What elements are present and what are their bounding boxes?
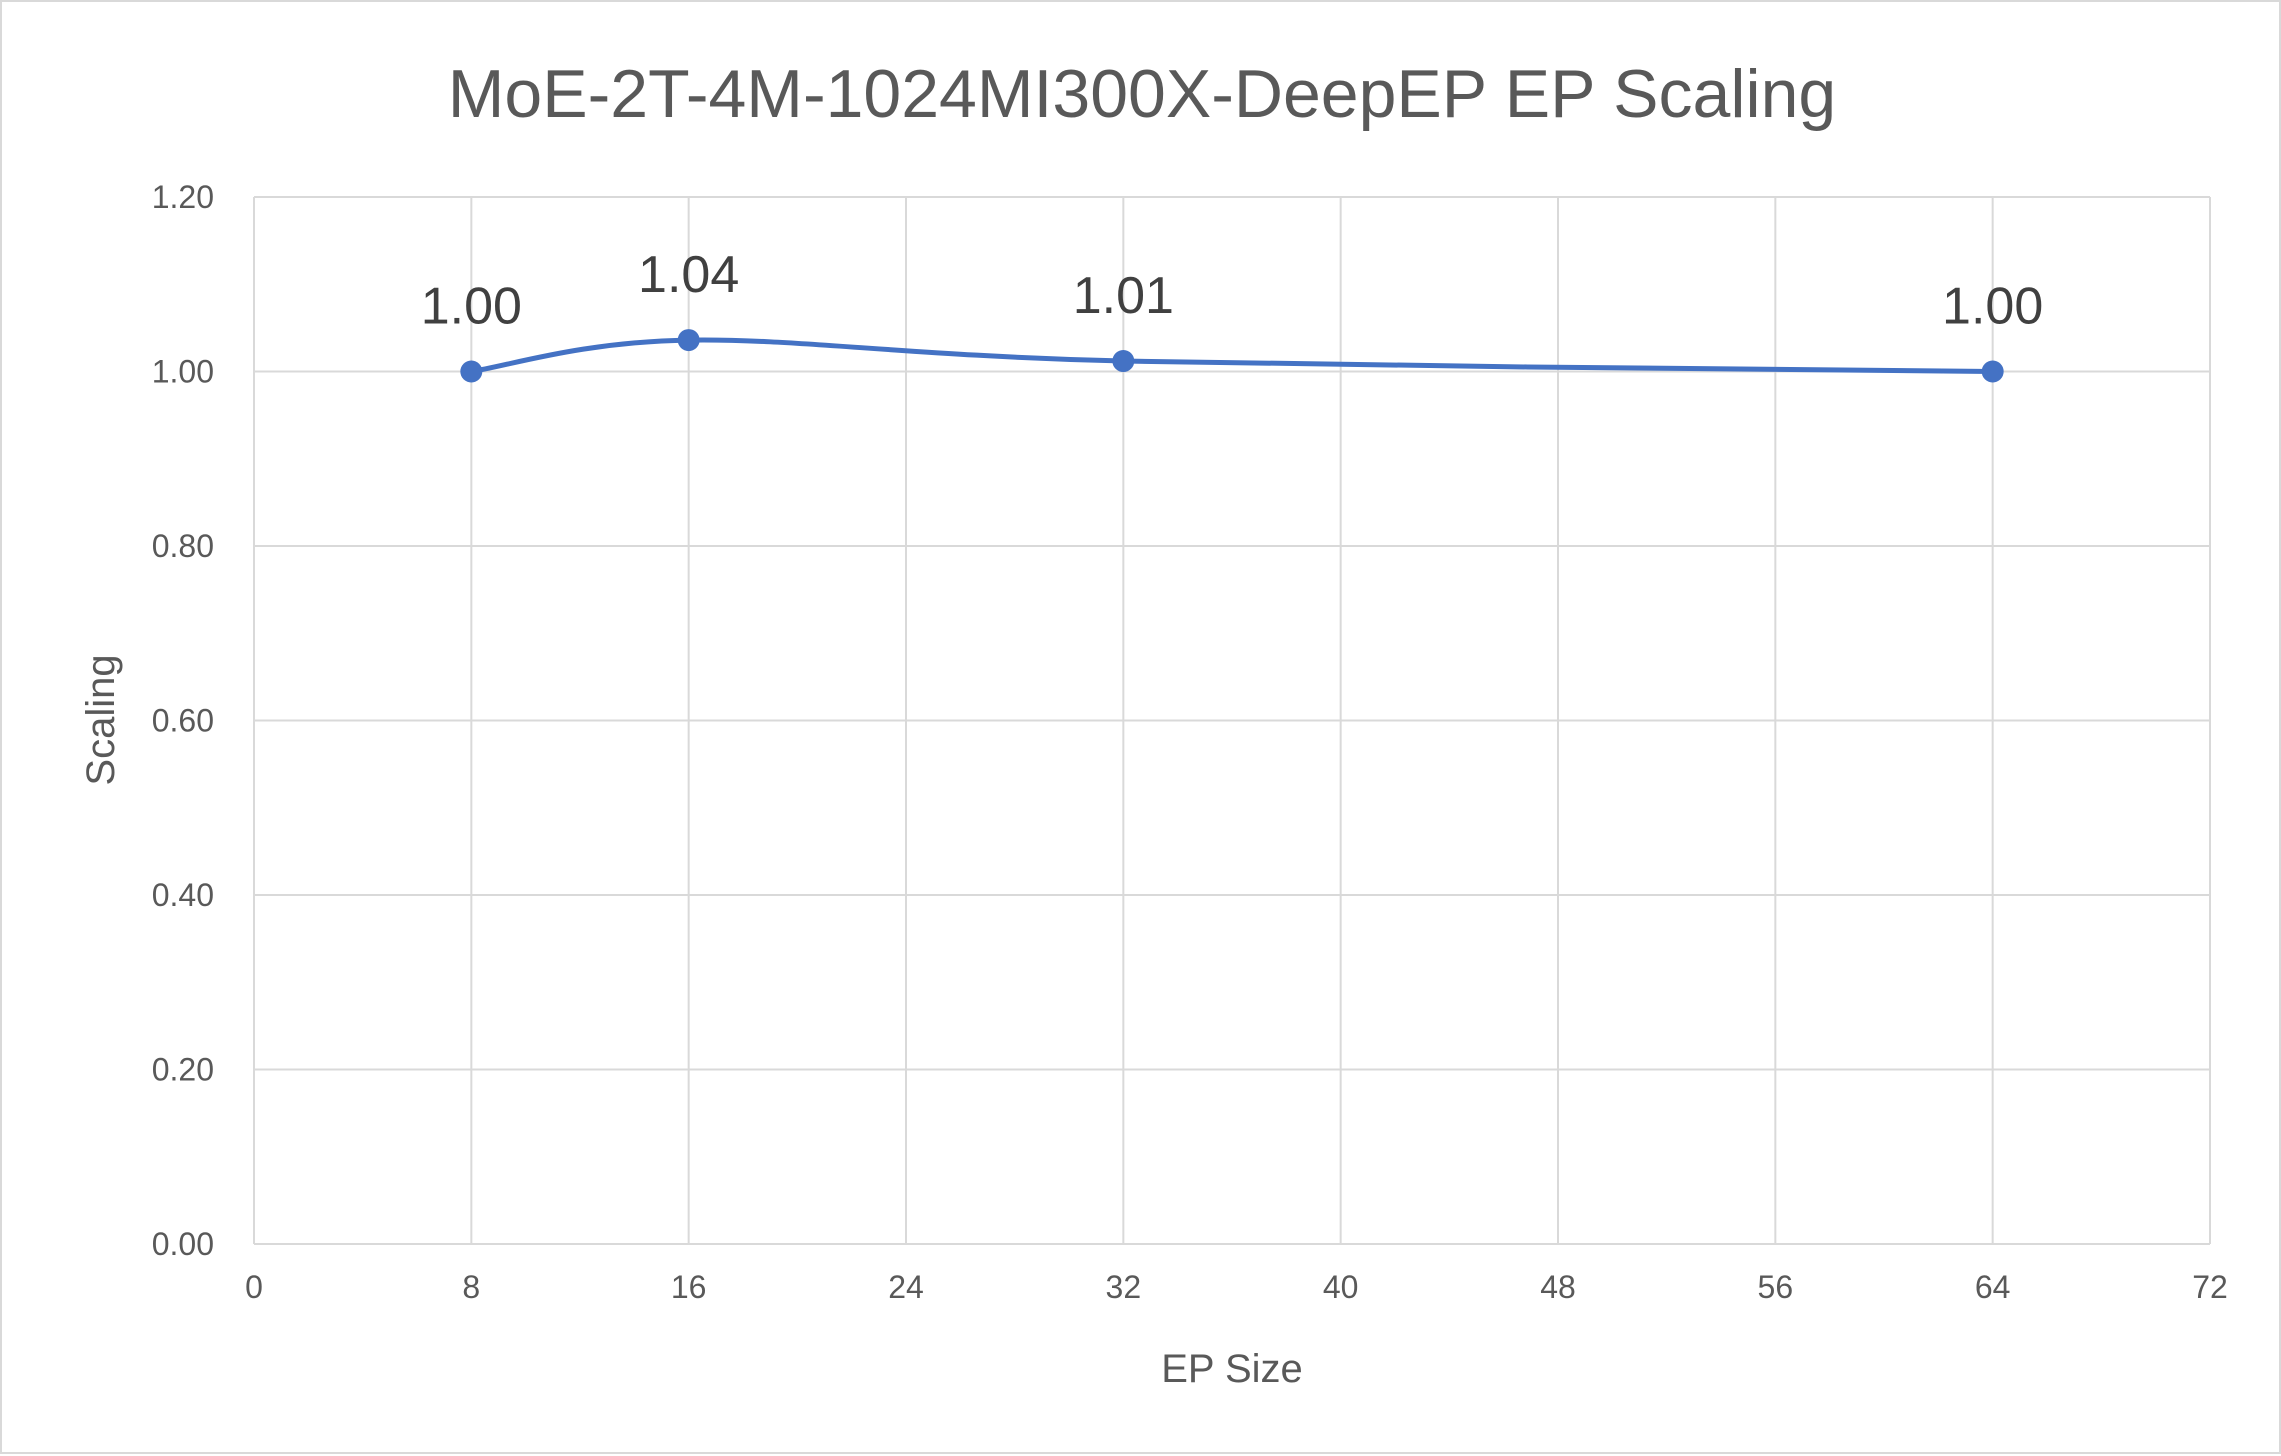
y-tick-label: 0.80 — [152, 528, 214, 564]
x-tick-label: 16 — [671, 1269, 707, 1305]
y-tick-label: 1.20 — [152, 179, 214, 215]
data-label: 1.01 — [1073, 267, 1174, 325]
x-tick-label: 24 — [888, 1269, 924, 1305]
x-tick-label: 40 — [1323, 1269, 1359, 1305]
x-tick-label: 56 — [1758, 1269, 1794, 1305]
x-tick-label: 72 — [2192, 1269, 2228, 1305]
data-point — [677, 329, 700, 352]
y-tick-label: 0.00 — [152, 1226, 214, 1262]
tick-labels: 0 8 16 24 32 40 48 56 64 72 0.00 0.20 0.40 0.60 0.80 1.… — [152, 179, 2228, 1305]
y-tick-label: 0.40 — [152, 877, 214, 913]
data-point — [460, 360, 483, 383]
series-line — [468, 337, 1996, 374]
y-tick-label: 1.00 — [152, 354, 214, 390]
x-tick-label: 64 — [1975, 1269, 2011, 1305]
data-label: 1.04 — [638, 246, 739, 304]
x-tick-label: 0 — [245, 1269, 263, 1305]
x-tick-label: 48 — [1540, 1269, 1576, 1305]
y-tick-label: 0.60 — [152, 703, 214, 739]
x-tick-label: 8 — [462, 1269, 480, 1305]
plot-series: 1.00 1.04 1.01 1.00 — [421, 246, 2043, 383]
y-axis-title: Scaling — [79, 654, 123, 785]
data-label: 1.00 — [1942, 278, 2043, 336]
gridlines — [253, 196, 2211, 1245]
chart-title: MoE-2T-4M-1024MI300X-DeepEP EP Scaling — [448, 56, 1836, 132]
y-tick-label: 0.20 — [152, 1052, 214, 1088]
x-axis-title: EP Size — [1161, 1347, 1303, 1391]
data-point — [1981, 360, 2004, 383]
data-label: 1.00 — [421, 278, 522, 336]
data-point — [1112, 350, 1135, 373]
x-tick-label: 32 — [1106, 1269, 1142, 1305]
